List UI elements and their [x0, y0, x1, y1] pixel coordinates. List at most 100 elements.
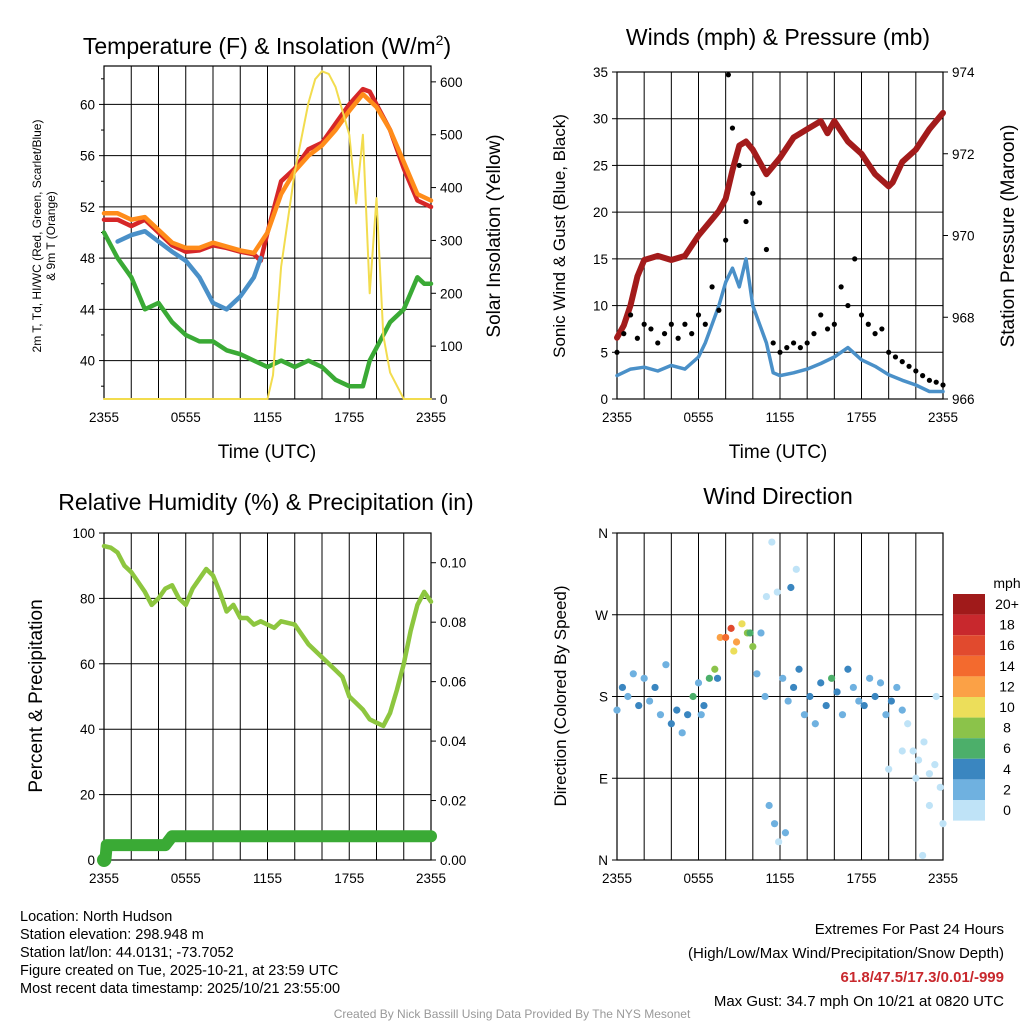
direction-point	[618, 683, 627, 692]
direction-point	[828, 674, 836, 682]
gust-point	[824, 326, 831, 332]
direction-point	[860, 701, 868, 710]
direction-point	[711, 665, 719, 673]
direction-point	[770, 820, 779, 828]
direction-point	[876, 679, 885, 687]
series-line-station-pressure	[614, 109, 946, 341]
y-tick-label-left: 10	[593, 299, 608, 314]
direction-point	[689, 692, 697, 701]
direction-point	[871, 692, 879, 701]
y-tick-label-right: 0.10	[440, 556, 466, 571]
direction-point	[866, 674, 874, 682]
direction-point	[855, 697, 863, 705]
wind-direction-y-axis-label: Direction (Colored By Speed)	[551, 585, 570, 806]
direction-point	[697, 711, 705, 719]
gust-point	[675, 335, 681, 341]
gust-point	[621, 331, 627, 337]
direction-point	[939, 820, 947, 828]
x-tick-label: 2355	[416, 410, 446, 425]
direction-point	[885, 765, 893, 773]
plot-frame	[103, 532, 432, 861]
winds-chart-title: Winds (mph) & Pressure (mb)	[626, 24, 930, 50]
winds-panel: Winds (mph) & Pressure (mb) Time (UTC) S…	[550, 24, 1019, 463]
gust-point	[716, 307, 722, 313]
gust-point	[627, 312, 634, 318]
x-tick-label: 0555	[171, 410, 201, 425]
legend-swatch	[953, 758, 985, 780]
temperature-y-axis-label-2: & 9m T (Orange)	[44, 191, 58, 281]
gust-point	[852, 256, 858, 262]
series-line-sonic-wind	[615, 257, 945, 394]
direction-point	[656, 711, 665, 719]
gust-point	[838, 284, 844, 290]
x-tick-label: 1155	[765, 871, 794, 886]
gust-point	[723, 237, 729, 243]
y-tick-label-right: 500	[440, 128, 463, 143]
legend-label: 0	[1003, 802, 1011, 818]
gust-point	[811, 331, 817, 337]
winds-y-axis-label: Sonic Wind & Gust (Blue, Black)	[550, 114, 569, 358]
direction-point	[640, 674, 648, 682]
y-tick-label-right: 0.06	[440, 675, 466, 690]
x-tick-label: 1755	[334, 410, 364, 425]
y-tick-label-left: N	[598, 526, 608, 541]
x-tick-label: 1155	[253, 871, 282, 886]
legend-label: 2	[1003, 781, 1011, 797]
direction-point	[716, 633, 724, 642]
legend-swatch	[953, 614, 985, 636]
direction-point	[732, 638, 741, 646]
direction-point	[629, 670, 637, 678]
y-tick-label-left: 60	[80, 97, 95, 112]
direction-point	[811, 720, 819, 728]
y-tick-label-right: 966	[952, 392, 975, 407]
station-elevation: Station elevation: 298.948 m	[20, 927, 204, 943]
temperature-chart-title: Temperature (F) & Insolation (W/m2)	[83, 32, 451, 59]
pressure-y-axis-label: Station Pressure (Maroon)	[998, 125, 1019, 348]
y-tick-label-left: 0	[600, 392, 608, 407]
gust-point	[648, 326, 654, 332]
legend-swatch	[953, 594, 985, 615]
temperature-y-axis-label-1: 2m T, Td, HI/WC (Red, Green, Scarlet/Blu…	[30, 120, 44, 353]
wind-direction-panel: Wind Direction Direction (Colored By Spe…	[551, 483, 1021, 886]
legend-swatch	[953, 635, 985, 656]
series-line-relative-humidity	[101, 543, 434, 729]
gust-point	[729, 125, 736, 131]
y-tick-label-left: 56	[80, 149, 95, 164]
gust-point	[661, 331, 668, 337]
gust-point	[784, 345, 790, 351]
direction-point	[898, 706, 906, 714]
direction-point	[673, 706, 681, 714]
direction-point	[773, 588, 781, 596]
credit-line: Created By Nick Bassill Using Data Provi…	[333, 1007, 691, 1021]
direction-point	[757, 629, 765, 637]
station-location: Location: North Hudson	[20, 909, 173, 925]
gust-point	[804, 340, 810, 346]
gust-point	[763, 246, 770, 253]
direction-point	[646, 697, 654, 705]
y-tick-label-right: 400	[440, 181, 463, 196]
gust-point	[709, 284, 715, 290]
direction-point	[624, 692, 632, 701]
legend-label: 6	[1003, 740, 1011, 756]
y-tick-label-left: N	[598, 853, 608, 868]
direction-point	[781, 829, 790, 837]
direction-point	[667, 720, 675, 728]
direction-point	[912, 774, 920, 782]
precip-start-marker	[97, 853, 111, 867]
direction-point	[792, 565, 800, 573]
x-tick-label: 2355	[89, 410, 119, 425]
direction-point	[678, 729, 686, 737]
legend-label: 16	[999, 637, 1015, 653]
direction-point	[613, 706, 621, 714]
direction-point	[893, 683, 901, 692]
direction-point	[738, 620, 746, 628]
y-tick-label-left: 35	[593, 65, 608, 80]
series-line-td	[101, 230, 434, 389]
y-tick-label-right: 0.08	[440, 615, 466, 630]
winds-x-axis-label: Time (UTC)	[729, 442, 828, 463]
y-tick-label-right: 0	[440, 392, 448, 407]
legend-label: 12	[999, 678, 1015, 694]
legend-swatch	[953, 717, 985, 739]
direction-point	[904, 720, 912, 728]
direction-point	[727, 624, 735, 632]
